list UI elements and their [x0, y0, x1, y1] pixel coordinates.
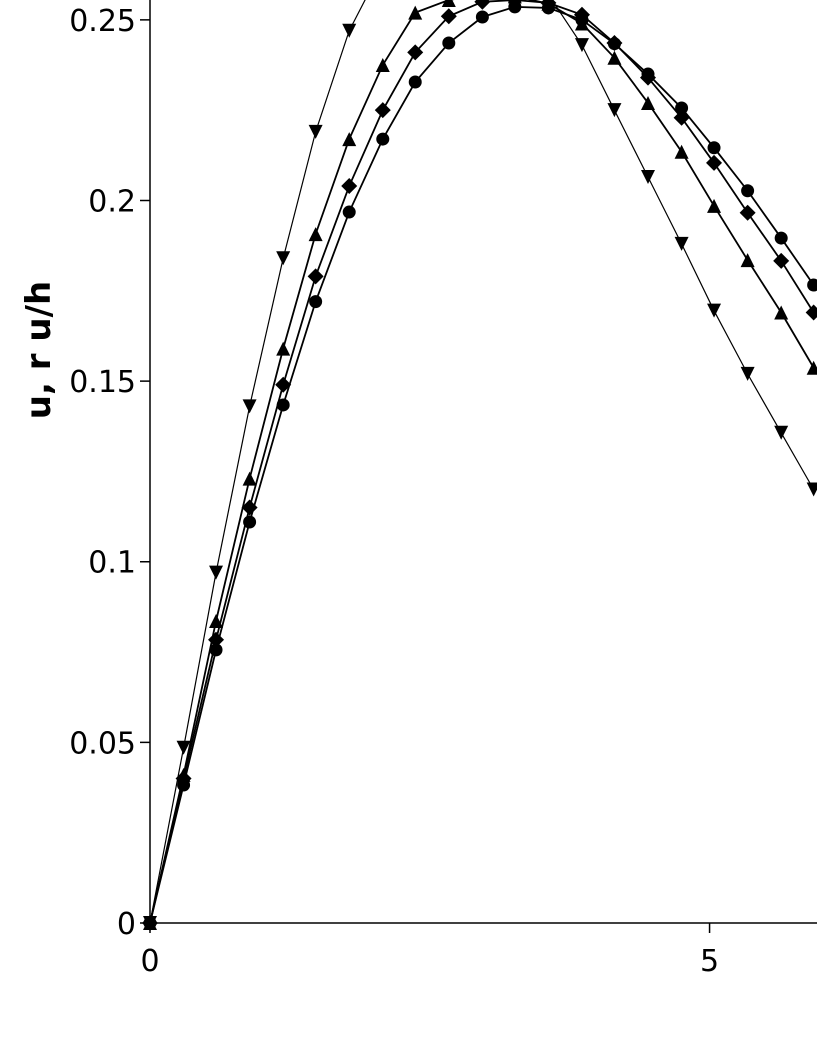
marker [342, 205, 356, 219]
series-line [149, 0, 815, 924]
marker [376, 132, 390, 146]
marker [541, 1, 555, 15]
marker [342, 132, 357, 147]
marker [740, 253, 755, 268]
marker [574, 38, 589, 53]
marker [342, 23, 357, 38]
marker [741, 184, 755, 198]
marker [408, 75, 422, 89]
marker [739, 204, 756, 221]
marker [276, 341, 291, 356]
marker [774, 305, 789, 320]
marker [475, 10, 489, 24]
marker [308, 124, 323, 139]
y-tick-label: 0 [117, 907, 136, 942]
marker [607, 50, 622, 65]
marker [308, 227, 323, 242]
marker [243, 515, 257, 529]
marker [575, 13, 589, 27]
y-tick-label: 0.25 [69, 4, 136, 39]
marker [674, 144, 689, 159]
marker [675, 101, 689, 115]
marker [805, 304, 817, 321]
marker [242, 471, 257, 486]
marker [806, 360, 817, 375]
marker [807, 278, 817, 292]
y-tick-label: 0.1 [88, 546, 136, 581]
x-tick-label: 5 [700, 944, 719, 979]
marker [374, 102, 391, 119]
y-tick-label: 0.2 [88, 184, 136, 219]
marker [309, 295, 323, 309]
marker [707, 303, 722, 318]
y-axis-label: u, r u/h [19, 281, 59, 419]
marker [143, 916, 157, 930]
marker [407, 44, 424, 61]
series-line [149, 0, 815, 924]
marker [275, 376, 292, 393]
marker [707, 141, 721, 155]
marker [641, 170, 656, 185]
marker [408, 5, 423, 20]
marker [474, 0, 491, 10]
marker [209, 643, 223, 657]
marker [375, 58, 390, 73]
marker [641, 95, 656, 110]
marker [706, 154, 723, 171]
marker [177, 778, 191, 792]
y-tick-label: 0.15 [69, 365, 136, 400]
marker [508, 0, 522, 14]
marker [276, 251, 291, 266]
marker [441, 0, 456, 7]
marker [774, 425, 789, 440]
marker [242, 399, 257, 414]
marker [674, 236, 689, 251]
marker [740, 366, 755, 381]
marker [209, 565, 224, 580]
marker [276, 398, 290, 412]
marker [806, 482, 817, 497]
marker [241, 499, 258, 516]
marker [607, 37, 621, 51]
marker [442, 36, 456, 50]
marker [176, 740, 191, 755]
marker [641, 67, 655, 81]
marker [774, 231, 788, 245]
marker [773, 252, 790, 269]
y-tick-label: 0.05 [69, 726, 136, 761]
marker [607, 103, 622, 118]
series-line [149, 0, 815, 924]
marker [440, 8, 457, 25]
marker [341, 178, 358, 195]
marker [307, 268, 324, 285]
marker [707, 198, 722, 213]
x-tick-label: 0 [140, 944, 159, 979]
